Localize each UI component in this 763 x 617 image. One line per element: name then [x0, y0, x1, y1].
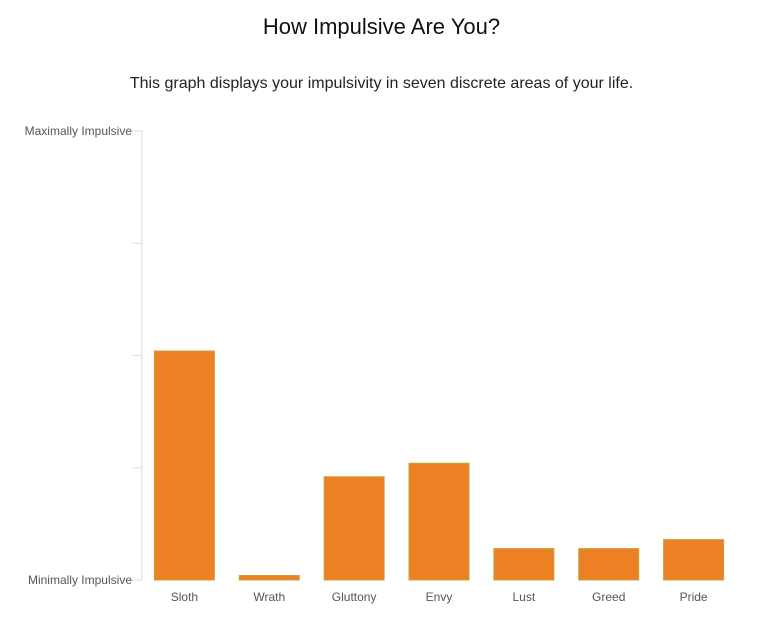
bar-envy	[408, 462, 470, 581]
x-axis-labels: Sloth Wrath Gluttony Envy Lust Greed Pride	[171, 590, 708, 604]
x-tick-label-greed: Greed	[592, 590, 625, 604]
chart-subtitle: This graph displays your impulsivity in …	[129, 75, 634, 92]
x-tick-label-lust: Lust	[513, 590, 536, 604]
y-axis-bottom-label: Minimally Impulsive	[28, 573, 132, 587]
bars	[153, 350, 725, 581]
y-axis-top-label: Maximally Impulsive	[25, 124, 133, 138]
x-tick-label-gluttony: Gluttony	[332, 590, 377, 604]
x-tick-label-wrath: Wrath	[253, 590, 285, 604]
chart-title: How Impulsive Are You?	[262, 14, 501, 39]
y-axis-ticks	[132, 130, 142, 581]
x-tick-label-pride: Pride	[680, 590, 708, 604]
x-tick-label-envy: Envy	[426, 590, 453, 604]
bar-pride	[663, 539, 725, 581]
bar-gluttony	[323, 476, 385, 581]
bar-lust	[493, 548, 555, 581]
bar-sloth	[153, 350, 215, 581]
bar-wrath	[238, 575, 300, 581]
x-tick-label-sloth: Sloth	[171, 590, 198, 604]
bar-greed	[578, 548, 640, 581]
